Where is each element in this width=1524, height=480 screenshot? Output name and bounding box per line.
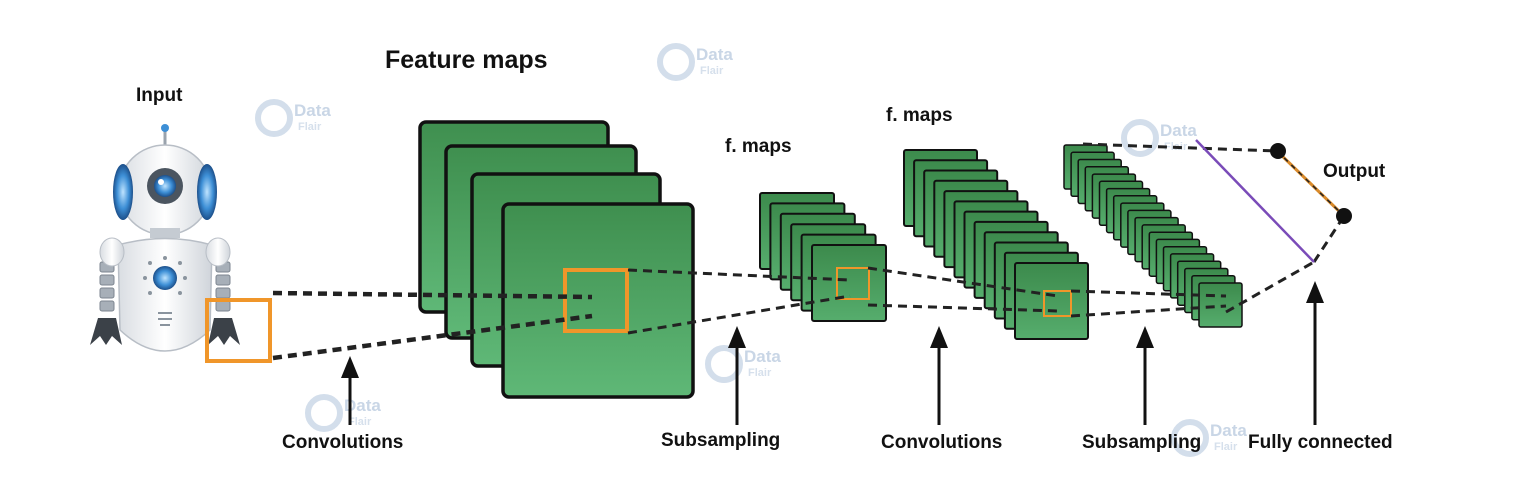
- convolutions-label-2: Convolutions: [881, 432, 1002, 453]
- fully-connected-output: [1195, 139, 1352, 263]
- watermark-text: Flair: [348, 416, 372, 428]
- feature-maps-label: Feature maps: [385, 46, 548, 74]
- watermark-text: Data: [696, 45, 733, 64]
- convolution-2-map: [1014, 262, 1089, 340]
- watermark-text: Flair: [748, 367, 772, 379]
- watermark-logo-icon: [255, 99, 293, 137]
- subsampling-1-maps-stack: [759, 192, 887, 322]
- watermark-logo-icon: [657, 43, 695, 81]
- convolution-2-maps-stack: [903, 149, 1089, 340]
- watermark-text: Flair: [700, 65, 724, 77]
- watermark-text: Data: [744, 347, 781, 366]
- f-maps-label-1: f. maps: [725, 136, 792, 157]
- watermark-group: DataFlairDataFlairDataFlairDataFlairData…: [255, 43, 1247, 457]
- watermark-text: Data: [344, 396, 381, 415]
- fully-connected-label: Fully connected: [1248, 432, 1393, 453]
- convolutions-label-1: Convolutions: [282, 432, 403, 453]
- feature-map-receptive-field: [563, 268, 629, 333]
- watermark-text: Data: [294, 101, 331, 120]
- subsampling-1-map: [811, 244, 887, 322]
- f-maps-label-2: f. maps: [886, 105, 953, 126]
- output-node: [1336, 208, 1352, 224]
- watermark-text: Flair: [298, 121, 322, 133]
- subsampling-label-1: Subsampling: [661, 430, 780, 451]
- watermark-logo-icon: [705, 345, 743, 383]
- watermark-text: Flair: [1214, 441, 1238, 453]
- feature-maps-stack: [418, 120, 695, 399]
- watermark-text: Data: [1160, 121, 1197, 140]
- watermark-logo-icon: [305, 394, 343, 432]
- input-receptive-field: [205, 298, 272, 363]
- watermark-logo-icon: [1171, 419, 1209, 457]
- convolution-2-receptive-field: [1043, 290, 1072, 317]
- subsampling-label-2: Subsampling: [1082, 432, 1201, 453]
- output-label: Output: [1323, 161, 1386, 182]
- subsampling-2-map: [1198, 282, 1243, 328]
- subsampling-1-receptive-field: [836, 267, 870, 300]
- watermark-logo-icon: [1121, 119, 1159, 157]
- input-label: Input: [136, 85, 183, 106]
- subsampling-2-maps-stack: [1063, 144, 1243, 328]
- watermark-text: Data: [1210, 421, 1247, 440]
- robot-icon: [90, 124, 240, 352]
- connection-lines: [272, 142, 1346, 361]
- output-node: [1270, 143, 1286, 159]
- stage-arrows: [341, 281, 1324, 425]
